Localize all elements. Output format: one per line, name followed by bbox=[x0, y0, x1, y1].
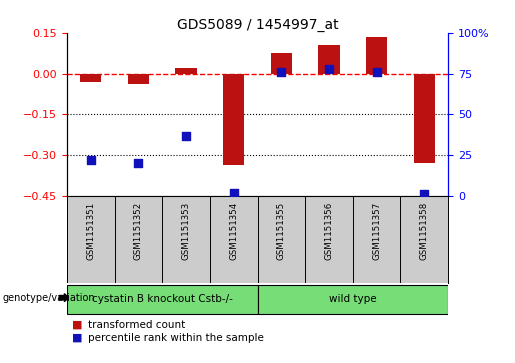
Text: GSM1151352: GSM1151352 bbox=[134, 202, 143, 260]
Text: ■: ■ bbox=[72, 333, 82, 343]
Point bbox=[87, 157, 95, 163]
Text: GSM1151354: GSM1151354 bbox=[229, 202, 238, 260]
Text: genotype/variation: genotype/variation bbox=[3, 293, 95, 303]
Text: ■: ■ bbox=[72, 320, 82, 330]
Bar bbox=[258, 285, 448, 314]
Point bbox=[182, 132, 190, 138]
Text: GSM1151353: GSM1151353 bbox=[182, 202, 191, 260]
Bar bbox=[80, 73, 101, 82]
Text: GSM1151355: GSM1151355 bbox=[277, 202, 286, 260]
Bar bbox=[67, 285, 258, 314]
Point bbox=[420, 191, 428, 197]
Text: percentile rank within the sample: percentile rank within the sample bbox=[88, 333, 264, 343]
Bar bbox=[414, 73, 435, 163]
Text: GSM1151358: GSM1151358 bbox=[420, 202, 428, 260]
Text: transformed count: transformed count bbox=[88, 320, 185, 330]
Point bbox=[277, 69, 285, 75]
Bar bbox=[175, 68, 197, 73]
Point bbox=[134, 160, 143, 166]
Text: GSM1151356: GSM1151356 bbox=[324, 202, 333, 260]
Bar bbox=[318, 45, 340, 73]
Text: wild type: wild type bbox=[329, 294, 376, 304]
Text: GSM1151357: GSM1151357 bbox=[372, 202, 381, 260]
Text: cystatin B knockout Cstb-/-: cystatin B knockout Cstb-/- bbox=[92, 294, 233, 304]
Text: GSM1151351: GSM1151351 bbox=[87, 202, 95, 260]
Point bbox=[325, 66, 333, 72]
Bar bbox=[223, 73, 245, 165]
Bar bbox=[270, 53, 292, 73]
Point bbox=[230, 190, 238, 196]
Point bbox=[372, 69, 381, 75]
Bar bbox=[366, 37, 387, 73]
Title: GDS5089 / 1454997_at: GDS5089 / 1454997_at bbox=[177, 18, 338, 32]
Bar bbox=[128, 73, 149, 84]
